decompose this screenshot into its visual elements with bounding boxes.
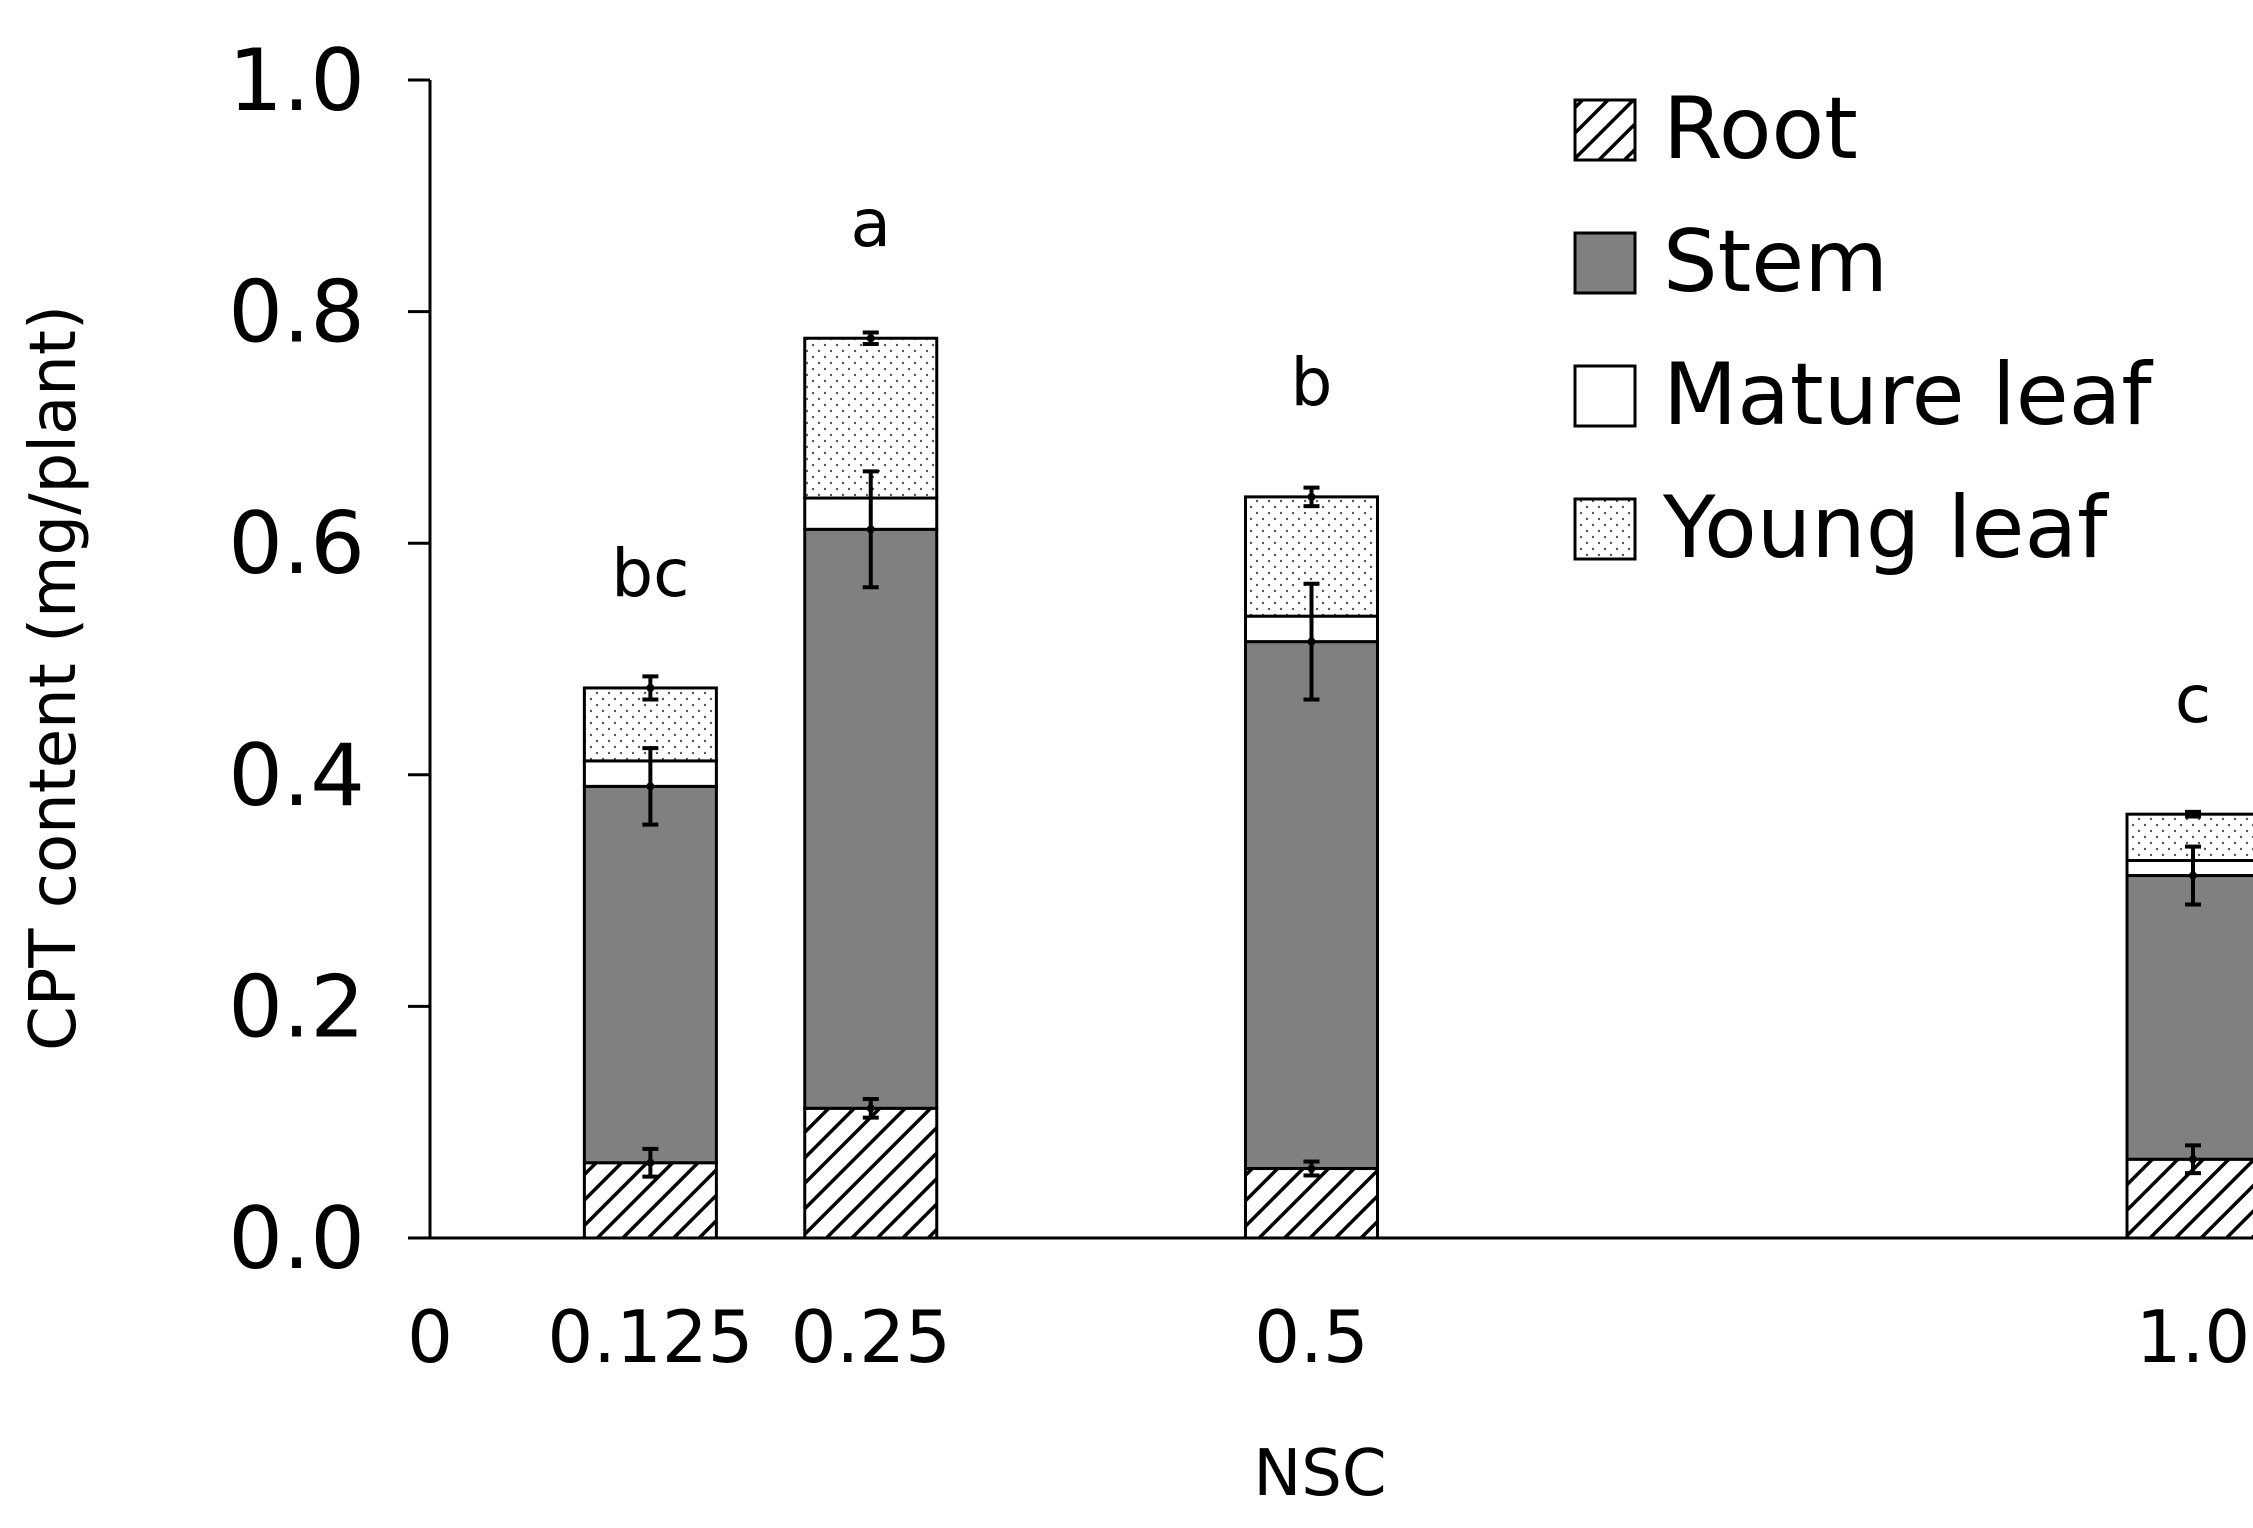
bar-stem-1.0	[2125, 874, 2253, 1161]
legend-swatch	[1573, 364, 1637, 428]
x-axis-label: NSC	[1253, 1437, 1386, 1511]
error-center-dot	[2189, 810, 2197, 819]
error-center-dot	[1307, 1164, 1316, 1173]
error-center-dot	[646, 1158, 655, 1167]
y-tick-label: 0.0	[228, 1189, 365, 1289]
significance-letter: bc	[611, 535, 689, 612]
y-tick-label: 0.4	[228, 726, 365, 826]
error-center-dot	[866, 1104, 875, 1113]
error-center-dot	[646, 782, 655, 791]
significance-letter: c	[2175, 661, 2211, 738]
legend-label: Mature leaf	[1663, 345, 2153, 445]
x-tick-label: 0.125	[547, 1295, 753, 1379]
x-tick-label: 0.25	[791, 1295, 951, 1379]
significance-letter: b	[1291, 344, 1333, 421]
error-center-dot	[866, 334, 875, 343]
bar-stem-0.25	[803, 527, 939, 1110]
bar-root-1.0	[2125, 1157, 2253, 1240]
error-center-dot	[866, 525, 875, 534]
significance-letter: a	[851, 185, 891, 262]
legend-swatch	[1573, 231, 1637, 295]
x-ticks: 0 0.125 0.25 0.5 1.0	[407, 1295, 2250, 1379]
error-center-dot	[646, 683, 655, 692]
bar-root-0.5	[1244, 1167, 1379, 1240]
legend-label: Young leaf	[1662, 478, 2109, 578]
legend-label: Root	[1663, 79, 1858, 179]
x-tick-label: 0.5	[1254, 1295, 1369, 1379]
error-center-dot	[2189, 871, 2197, 880]
y-tick-label: 0.6	[228, 494, 365, 594]
y-axis-label: CPT content (mg/plant)	[17, 305, 91, 1051]
error-center-dot	[2189, 1155, 2197, 1164]
error-center-dot	[1307, 637, 1316, 646]
error-center-dot	[1307, 492, 1316, 501]
y-tick-label: 0.8	[228, 263, 365, 363]
legend-swatch	[1573, 497, 1637, 561]
bar-stem-0.125	[582, 784, 718, 1165]
bar-root-0.25	[803, 1106, 939, 1240]
y-tick-label: 0.2	[228, 957, 365, 1057]
legend-label: Stem	[1663, 212, 1888, 312]
bar-stem-0.5	[1244, 640, 1379, 1171]
y-ticks: 0.0 0.2 0.4 0.6 0.8 1.0	[228, 31, 430, 1289]
bars	[582, 330, 2253, 1240]
y-tick-label: 1.0	[228, 31, 365, 131]
x-tick-label: 1.0	[2136, 1295, 2251, 1379]
axes: 0.0 0.2 0.4 0.6 0.8 1.0 0 0.125 0.25 0.5 1.0	[228, 31, 2250, 1379]
legend-swatch	[1573, 98, 1637, 162]
legend: Root Stem Mature leaf Young leaf	[1573, 79, 2153, 578]
x-tick-label: 0	[407, 1295, 453, 1379]
bar-young-leaf-1.0	[2125, 812, 2253, 862]
